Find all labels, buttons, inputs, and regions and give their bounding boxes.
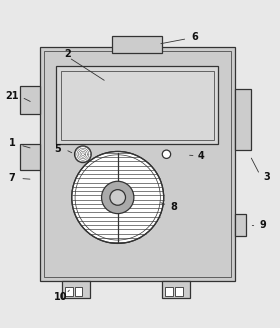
Bar xyxy=(235,89,251,150)
Bar xyxy=(65,287,73,296)
Circle shape xyxy=(72,152,164,243)
Circle shape xyxy=(162,150,171,158)
Bar xyxy=(112,36,162,52)
Bar xyxy=(20,86,40,114)
Bar xyxy=(40,47,235,281)
Circle shape xyxy=(110,190,125,205)
Text: 4: 4 xyxy=(198,151,205,161)
Bar xyxy=(56,67,218,145)
Text: 8: 8 xyxy=(170,202,177,212)
Bar xyxy=(62,281,90,298)
Bar xyxy=(60,71,214,140)
Text: 21: 21 xyxy=(5,91,18,101)
Text: 1: 1 xyxy=(8,138,15,148)
Circle shape xyxy=(74,146,91,163)
Bar xyxy=(44,51,230,277)
Text: 7: 7 xyxy=(8,174,15,183)
Bar xyxy=(235,214,246,236)
Bar xyxy=(175,287,183,296)
Bar xyxy=(74,287,82,296)
Text: 3: 3 xyxy=(263,172,270,181)
Text: 10: 10 xyxy=(54,292,67,302)
Bar xyxy=(165,287,173,296)
Circle shape xyxy=(102,181,134,214)
Text: 5: 5 xyxy=(54,144,61,154)
Text: 2: 2 xyxy=(64,49,71,59)
Bar xyxy=(162,281,190,298)
Text: 6: 6 xyxy=(191,32,198,42)
Bar xyxy=(20,145,40,170)
Text: 9: 9 xyxy=(259,220,266,230)
